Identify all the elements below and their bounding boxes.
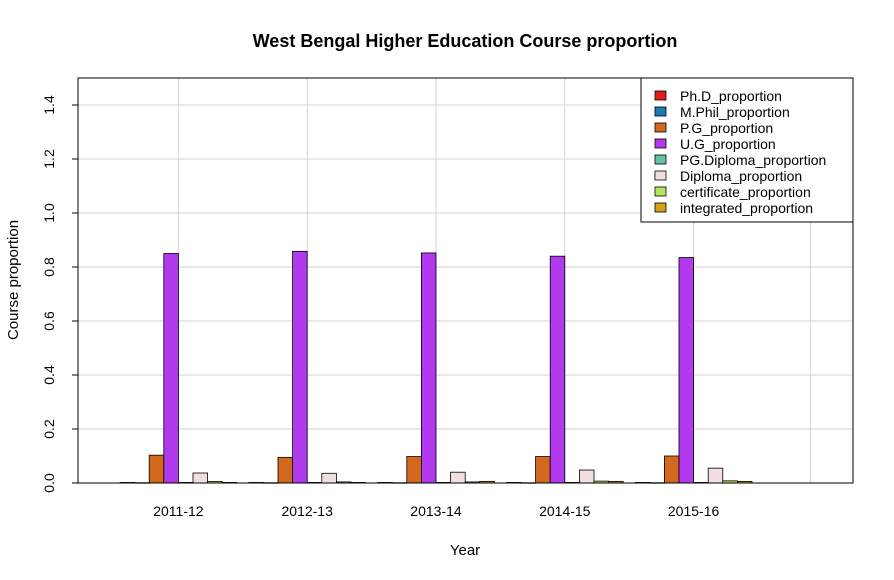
x-tick-label: 2011-12 [153, 503, 204, 519]
legend-label: P.G_proportion [680, 120, 773, 136]
y-axis-label: Course proportion [5, 220, 22, 340]
y-tick-label: 0.0 [41, 473, 57, 493]
bar-p-g-proportion [277, 456, 294, 484]
bar-p-g-proportion [148, 454, 165, 484]
legend-swatch [654, 138, 667, 149]
x-axis: 2011-12 2012-13 2013-14 2014-15 2015-16 [153, 503, 719, 519]
legend-swatch [654, 106, 667, 117]
x-tick-label: 2013-14 [410, 503, 462, 519]
bar-u-g-proportion [420, 252, 437, 484]
bar-u-g-proportion [678, 257, 695, 484]
bar-diploma-proportion [192, 472, 209, 484]
legend-swatch [654, 202, 667, 213]
x-axis-label: Year [450, 542, 480, 559]
legend-swatch [654, 186, 667, 197]
plot-frame [77, 77, 854, 484]
y-tick-label: 0.4 [41, 365, 57, 385]
bar-p-g-proportion [406, 456, 422, 484]
legend-label: integrated_proportion [680, 200, 813, 216]
x-tick-label: 2014-15 [539, 503, 591, 519]
bars [119, 250, 753, 484]
bar-p-g-proportion [535, 456, 551, 484]
bar-p-g-proportion [664, 455, 680, 484]
y-tick-label: 0.8 [41, 257, 57, 277]
legend-swatch [654, 122, 667, 133]
bar-diploma-proportion [707, 467, 724, 484]
legend-swatch [654, 154, 667, 165]
y-tick-label: 0.6 [41, 311, 57, 331]
bar-u-g-proportion [549, 255, 566, 484]
x-tick-label: 2015-16 [668, 503, 720, 519]
legend-swatch [654, 90, 667, 101]
legend-box [640, 77, 854, 223]
legend-label: PG.Diploma_proportion [680, 152, 826, 168]
legend-label: M.Phil_proportion [680, 104, 790, 120]
legend-label: U.G_proportion [680, 136, 776, 152]
legend: Ph.D_proportionM.Phil_proportionP.G_prop… [640, 77, 854, 223]
y-tick-label: 1.4 [41, 95, 57, 115]
x-tick-label: 2012-13 [282, 503, 334, 519]
y-tick-label: 1.0 [41, 203, 57, 223]
legend-label: Ph.D_proportion [680, 88, 782, 104]
y-tick-label: 0.2 [41, 419, 57, 439]
y-axis: 0.0 0.2 0.4 0.6 0.8 1.0 1.2 1.4 [41, 95, 78, 493]
bar-u-g-proportion [163, 253, 179, 484]
legend-label: Diploma_proportion [680, 168, 802, 184]
bar-u-g-proportion [292, 250, 308, 484]
bar-diploma-proportion [321, 472, 337, 484]
y-tick-label: 1.2 [41, 149, 57, 169]
bar-diploma-proportion [450, 471, 466, 484]
chart-title: West Bengal Higher Education Course prop… [253, 31, 678, 51]
legend-label: certificate_proportion [680, 184, 811, 200]
bar-diploma-proportion [579, 469, 595, 484]
legend-swatch [654, 170, 667, 181]
